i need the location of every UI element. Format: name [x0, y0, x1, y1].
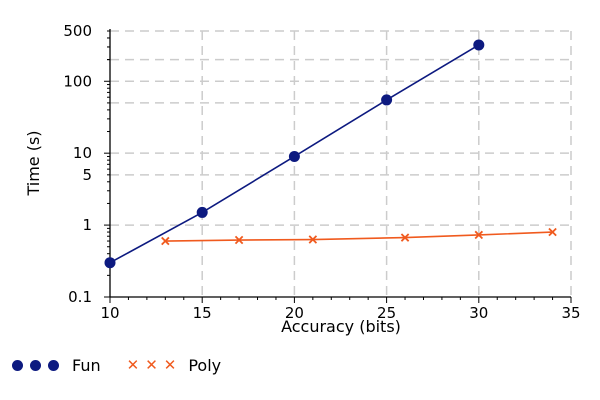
x-marker-stroke	[548, 227, 557, 237]
x-tick-label: 30	[469, 304, 488, 322]
y-tick-label: 5	[82, 166, 92, 184]
grid-lines	[110, 30, 572, 297]
x-marker-stroke	[474, 230, 484, 240]
legend-poly-x: ✕	[145, 356, 158, 374]
legend-fun-label: Fun	[72, 356, 101, 375]
y-tick-label: 10	[73, 144, 92, 162]
legend-poly-markers: ✕ ✕ ✕	[127, 358, 183, 373]
data-point-poly	[308, 235, 318, 244]
data-point-fun	[196, 206, 208, 218]
data-point-poly	[474, 230, 484, 240]
x-tick-label: 25	[377, 304, 396, 322]
x-tick-label: 15	[193, 304, 212, 322]
legend-fun-dot	[30, 360, 41, 371]
legend-fun-markers	[12, 360, 66, 371]
legend: Fun ✕ ✕ ✕ Poly	[12, 356, 247, 375]
data-point-poly	[548, 227, 557, 237]
y-tick-label: 0.1	[68, 288, 92, 306]
x-tick-label: 20	[285, 304, 304, 322]
data-point-fun	[288, 150, 300, 162]
x-marker-stroke	[308, 235, 318, 244]
data-point-poly	[161, 236, 170, 246]
data-point-fun	[473, 39, 485, 51]
x-axis-label: Accuracy (bits)	[281, 317, 401, 336]
legend-item-poly: ✕ ✕ ✕ Poly	[127, 356, 222, 375]
legend-item-fun: Fun	[12, 356, 101, 375]
x-tick-label: 10	[100, 304, 119, 322]
data-point-poly	[234, 235, 244, 245]
series-layer	[104, 39, 557, 269]
y-axis-label: Time (s)	[24, 130, 43, 196]
axes	[104, 29, 572, 303]
data-point-fun	[104, 257, 116, 269]
x-tick-label: 35	[561, 304, 580, 322]
x-marker-stroke	[400, 233, 410, 242]
legend-poly-x: ✕	[126, 356, 140, 374]
legend-fun-dot	[12, 360, 23, 371]
x-marker-stroke	[161, 236, 170, 246]
data-point-fun	[381, 94, 393, 106]
legend-poly-x: ✕	[163, 356, 177, 374]
data-point-poly	[400, 233, 410, 242]
y-tick-label: 1	[82, 216, 92, 234]
legend-poly-label: Poly	[188, 356, 222, 375]
y-tick-label: 500	[63, 22, 92, 40]
y-tick-label: 100	[63, 72, 92, 90]
legend-fun-dot	[48, 360, 59, 371]
series-line-poly	[165, 231, 553, 242]
x-marker-stroke	[234, 235, 244, 245]
